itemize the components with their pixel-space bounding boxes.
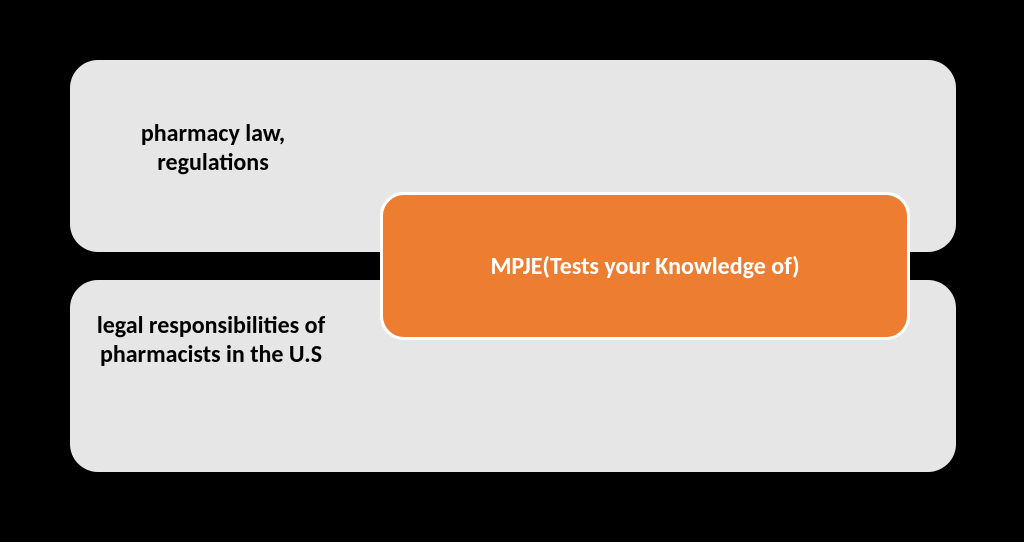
topic-label-top: pharmacy law, regulations bbox=[108, 120, 318, 178]
center-label: MPJE(Tests your Knowledge of) bbox=[490, 252, 799, 281]
diagram-canvas: pharmacy law, regulations legal responsi… bbox=[0, 0, 1024, 542]
topic-label-bottom: legal responsibilities of pharmacists in… bbox=[96, 312, 326, 370]
center-box: MPJE(Tests your Knowledge of) bbox=[380, 192, 910, 340]
